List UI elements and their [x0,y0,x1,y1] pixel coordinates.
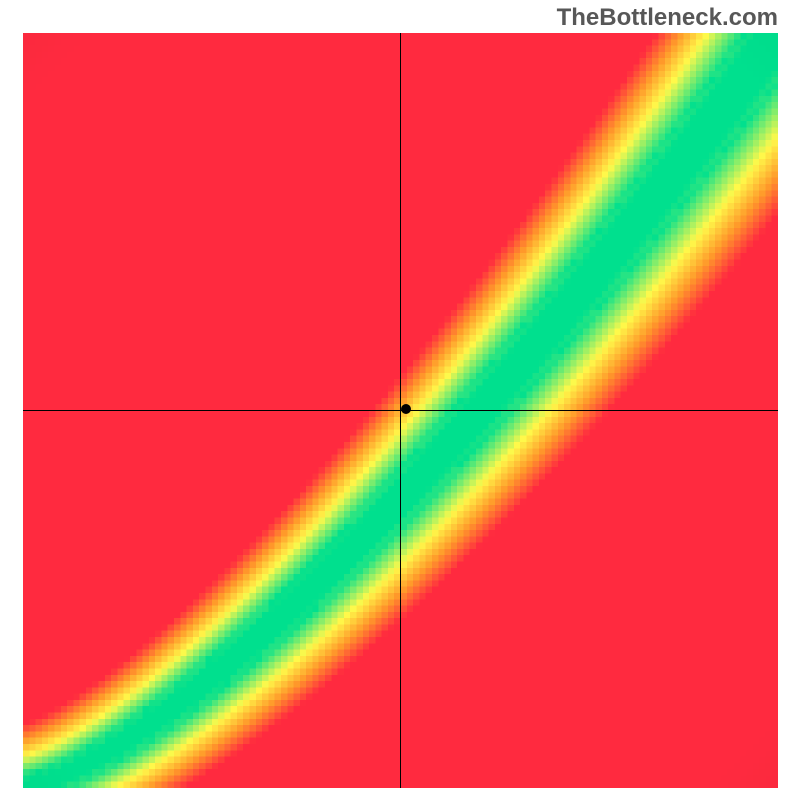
data-point-marker [401,404,411,414]
watermark-text: TheBottleneck.com [557,4,778,32]
